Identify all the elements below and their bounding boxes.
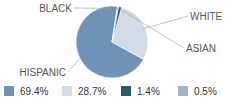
slice-label: HISPANIC xyxy=(20,67,67,78)
slice-label: ASIAN xyxy=(186,43,216,54)
pie-slice xyxy=(112,7,122,42)
slice-label: BLACK xyxy=(39,3,72,14)
slice-label: WHITE xyxy=(190,11,223,22)
leader-line xyxy=(68,57,82,72)
legend-label: 28.7% xyxy=(78,86,106,97)
leader-line xyxy=(143,16,188,29)
legend-swatch xyxy=(4,86,14,96)
leader-line xyxy=(120,9,184,48)
chart: HISPANIC WHITE ASIAN BLACK 69.4% 28.7% 1.4% 0.5… xyxy=(0,0,240,100)
legend-label: 1.4% xyxy=(137,86,160,97)
legend-swatch xyxy=(121,86,131,96)
leader-line xyxy=(74,8,118,9)
legend: 69.4% 28.7% 1.4% 0.5% xyxy=(4,86,217,97)
pie-slice xyxy=(112,6,118,42)
pie xyxy=(76,6,148,78)
chart-container: HISPANIC WHITE ASIAN BLACK 69.4% 28.7% 1.4% 0.5… xyxy=(0,0,240,100)
legend-label: 69.4% xyxy=(20,86,48,97)
legend-swatch xyxy=(62,86,72,96)
legend-label: 0.5% xyxy=(194,86,217,97)
legend-swatch xyxy=(178,86,188,96)
